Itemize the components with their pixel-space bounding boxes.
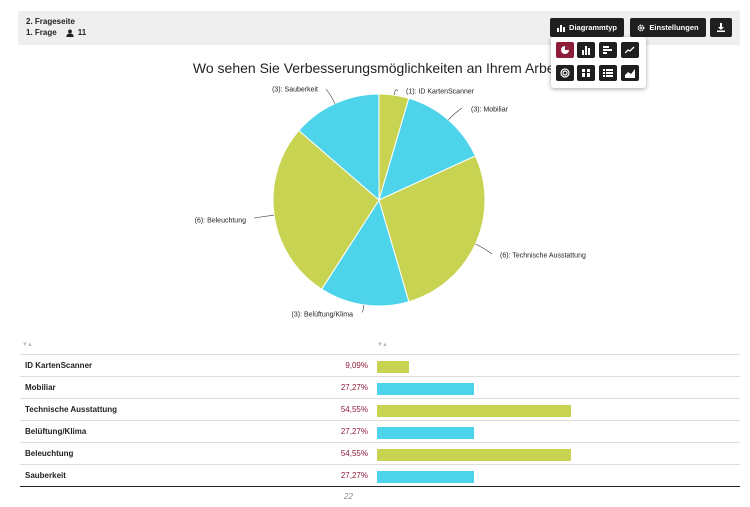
pie-slice[interactable] xyxy=(272,129,380,290)
pie-leader-line xyxy=(361,304,365,313)
pie-slice[interactable] xyxy=(378,155,486,303)
bar-chart-icon xyxy=(582,46,590,55)
stacked-bar-icon xyxy=(581,69,591,77)
pie-slice[interactable] xyxy=(298,93,380,202)
pie-label: (6): Technische Ausstattung xyxy=(500,253,586,260)
polar-chart-option[interactable] xyxy=(556,65,574,81)
pie-leader-line xyxy=(448,107,463,121)
chart-type-popup xyxy=(551,37,646,88)
row-bar xyxy=(377,383,474,395)
row-bar xyxy=(377,405,571,417)
pie-label: (3): Sauberkeit xyxy=(272,87,318,94)
pie-chart-option[interactable] xyxy=(556,42,574,58)
pie-slice[interactable] xyxy=(321,198,410,307)
row-percent: 9,09% xyxy=(345,361,368,370)
row-name: Mobiliar xyxy=(25,383,56,392)
list-option[interactable] xyxy=(599,65,617,81)
bar-chart-icon xyxy=(557,24,566,32)
pie-slice[interactable] xyxy=(378,97,477,201)
row-percent: 54,55% xyxy=(340,449,368,458)
row-bar xyxy=(377,427,474,439)
list-icon xyxy=(603,69,613,77)
chart-title: Wo sehen Sie Verbesserungsmöglichkeiten … xyxy=(192,60,592,76)
row-percent: 27,27% xyxy=(340,427,368,436)
download-button[interactable] xyxy=(710,18,732,37)
page-label: 2. Frageseite xyxy=(26,17,75,26)
settings-label: Einstellungen xyxy=(649,23,699,32)
pie-label: (6): Beleuchtung xyxy=(195,218,246,225)
pie-label: (3): Mobiliar xyxy=(471,107,509,114)
settings-button[interactable]: Einstellungen xyxy=(630,18,706,37)
stacked-bar-option[interactable] xyxy=(577,65,595,81)
pie-label: (1): ID KartenScanner xyxy=(406,89,475,96)
row-name: Beleuchtung xyxy=(25,449,74,458)
question-info: 1. Frage 11 xyxy=(26,28,86,37)
horizontal-bar-option[interactable] xyxy=(599,42,617,58)
row-name: Belüftung/Klima xyxy=(25,427,87,436)
pie-label: (3): Belüftung/Klima xyxy=(292,312,354,319)
question-label: 1. Frage xyxy=(26,28,57,37)
row-percent: 27,27% xyxy=(340,471,368,480)
horizontal-bar-icon xyxy=(603,46,612,54)
row-bar xyxy=(377,449,571,461)
respondent-count: 11 xyxy=(77,28,87,37)
row-percent: 54,55% xyxy=(340,405,368,414)
polar-chart-icon xyxy=(560,68,570,78)
gear-icon xyxy=(637,24,645,31)
row-percent: 27,27% xyxy=(340,383,368,392)
area-chart-option[interactable] xyxy=(621,65,639,81)
download-icon xyxy=(717,23,725,32)
chart-type-label: Diagrammtyp xyxy=(569,23,617,32)
row-bar xyxy=(377,361,410,373)
line-chart-icon xyxy=(625,46,635,54)
sort-arrows-count[interactable]: ▼▲ xyxy=(377,342,388,348)
pie-chart-icon xyxy=(561,46,569,54)
pie-leader-line xyxy=(393,89,399,96)
total-count: 22 xyxy=(344,492,353,501)
row-name: Sauberkeit xyxy=(25,471,66,480)
area-chart-icon xyxy=(625,69,635,78)
user-icon xyxy=(66,28,74,37)
row-name: ID KartenScanner xyxy=(25,361,93,370)
chart-type-button[interactable]: Diagrammtyp xyxy=(550,18,624,37)
pie-leader-line xyxy=(325,88,336,104)
row-name: Technische Ausstattung xyxy=(25,405,118,414)
results-header: 2. Frageseite 1. Frage 11 Diagrammtyp Ei… xyxy=(18,11,740,45)
sort-arrows-name[interactable]: ▼▲ xyxy=(22,342,33,348)
pie-leader-line xyxy=(253,214,275,219)
pie-leader-line xyxy=(475,243,493,255)
line-chart-option[interactable] xyxy=(621,42,639,58)
row-bar xyxy=(377,471,474,483)
bar-chart-option[interactable] xyxy=(577,42,595,58)
table-divider xyxy=(20,486,740,487)
